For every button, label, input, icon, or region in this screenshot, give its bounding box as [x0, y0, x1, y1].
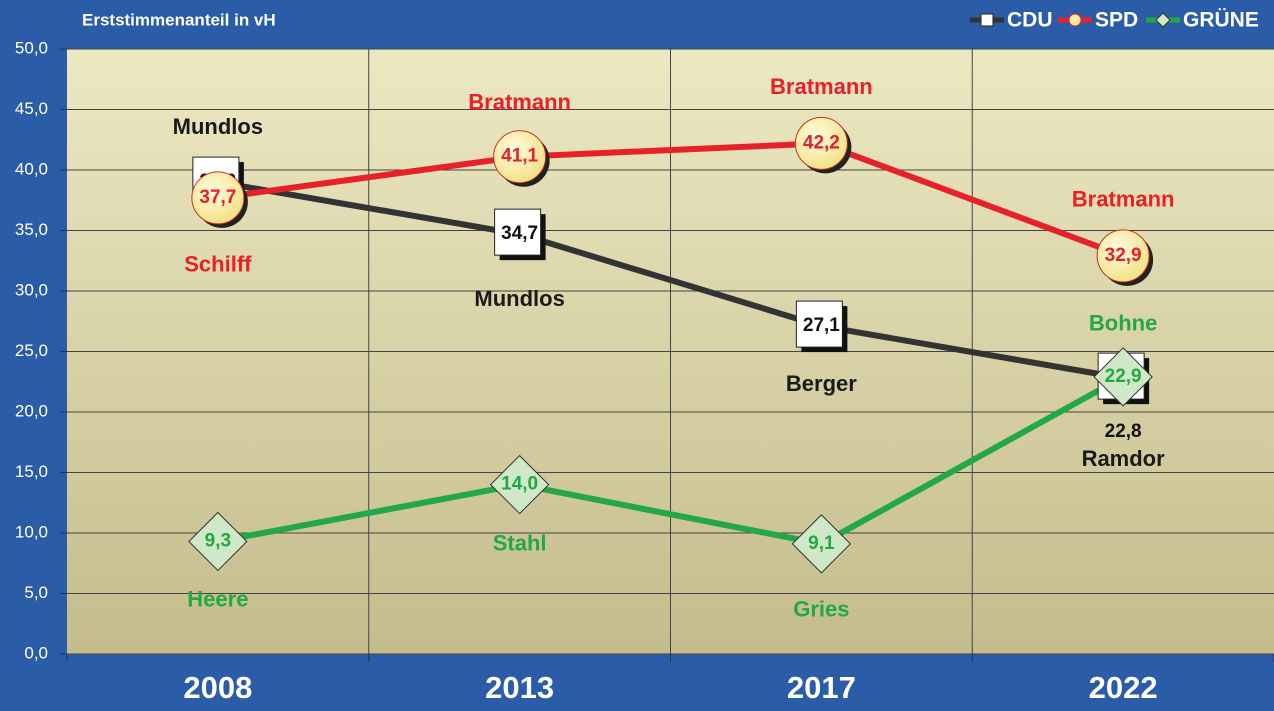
- candidate-label: Bratmann: [770, 74, 873, 99]
- point: 32,9: [1096, 229, 1154, 286]
- point: 37,7: [191, 171, 248, 228]
- value-label: 32,9: [1105, 245, 1142, 266]
- marker: [493, 130, 547, 184]
- candidate-label: Stahl: [493, 530, 547, 555]
- x-tick-label: 2022: [1089, 670, 1158, 705]
- legend-item: SPD: [1058, 9, 1138, 32]
- series-line: [217, 374, 1125, 547]
- legend-marker: [980, 13, 994, 27]
- legend-label: GRÜNE: [1183, 9, 1259, 32]
- marker: [494, 208, 542, 256]
- point: 14,0: [489, 454, 550, 515]
- legend-marker: [1155, 12, 1171, 28]
- y-tick-label: 45,0: [15, 99, 48, 118]
- marker: [191, 171, 245, 225]
- y-tick-label: 10,0: [15, 522, 48, 541]
- marker: [794, 116, 848, 170]
- point: 9,3: [188, 511, 248, 572]
- marker: [1096, 229, 1150, 283]
- candidate-label: Mundlos: [173, 114, 263, 139]
- point: 22,9: [1093, 347, 1153, 407]
- value-label: 22,9: [1105, 366, 1142, 387]
- value-label: 42,2: [803, 132, 840, 153]
- y-tick-label: 25,0: [15, 341, 48, 360]
- legend-marker: [1068, 13, 1082, 27]
- x-tick-label: 2013: [485, 670, 554, 705]
- marker: [1093, 347, 1153, 407]
- value-label: 34,7: [501, 223, 538, 244]
- candidate-label: Heere: [187, 586, 248, 611]
- candidate-label: Gries: [793, 597, 849, 622]
- legend-label: SPD: [1095, 9, 1138, 32]
- y-tick-label: 0,0: [24, 643, 48, 662]
- marker: [489, 454, 550, 515]
- value-label: 27,1: [803, 315, 840, 336]
- y-tick-label: 50,0: [15, 38, 48, 57]
- candidate-label: Bohne: [1089, 311, 1157, 336]
- y-tick-label: 5,0: [24, 583, 48, 602]
- point: 27,1: [795, 300, 848, 353]
- marker: [791, 514, 852, 574]
- legend-label: CDU: [1007, 9, 1053, 32]
- y-tick-label: 15,0: [15, 462, 48, 481]
- y-tick-label: 20,0: [15, 401, 48, 420]
- value-label: 9,3: [205, 530, 231, 551]
- marker: [188, 511, 248, 572]
- series-line: [217, 140, 1125, 259]
- candidate-label: Schilff: [184, 252, 252, 277]
- y-tick-label: 35,0: [15, 220, 48, 239]
- point: 34,7: [494, 208, 546, 261]
- x-tick-label: 2017: [787, 670, 856, 705]
- candidate-label: Ramdor: [1082, 446, 1166, 471]
- value-label: 14,0: [501, 474, 538, 495]
- series-line: [217, 179, 1124, 382]
- candidate-label: Mundlos: [474, 286, 564, 311]
- point: 41,1: [493, 130, 550, 187]
- legend-item: GRÜNE: [1146, 9, 1259, 32]
- y-tick-label: 40,0: [15, 159, 48, 178]
- candidate-label: Bratmann: [468, 90, 571, 115]
- marker: [795, 300, 843, 348]
- y-tick-label: 30,0: [15, 280, 48, 299]
- candidate-label: Bratmann: [1072, 187, 1175, 212]
- x-tick-label: 2008: [183, 670, 252, 705]
- candidate-label: Berger: [786, 371, 857, 396]
- point: 42,2: [794, 116, 852, 174]
- value-label: 22,8: [1105, 421, 1142, 442]
- point: 9,1: [791, 514, 852, 574]
- value-label: 37,7: [199, 187, 236, 208]
- chart-title: Erststimmenanteil in vH: [82, 10, 276, 29]
- value-label: 41,1: [501, 146, 538, 167]
- value-label: 9,1: [808, 533, 835, 554]
- legend-item: CDU: [970, 9, 1053, 32]
